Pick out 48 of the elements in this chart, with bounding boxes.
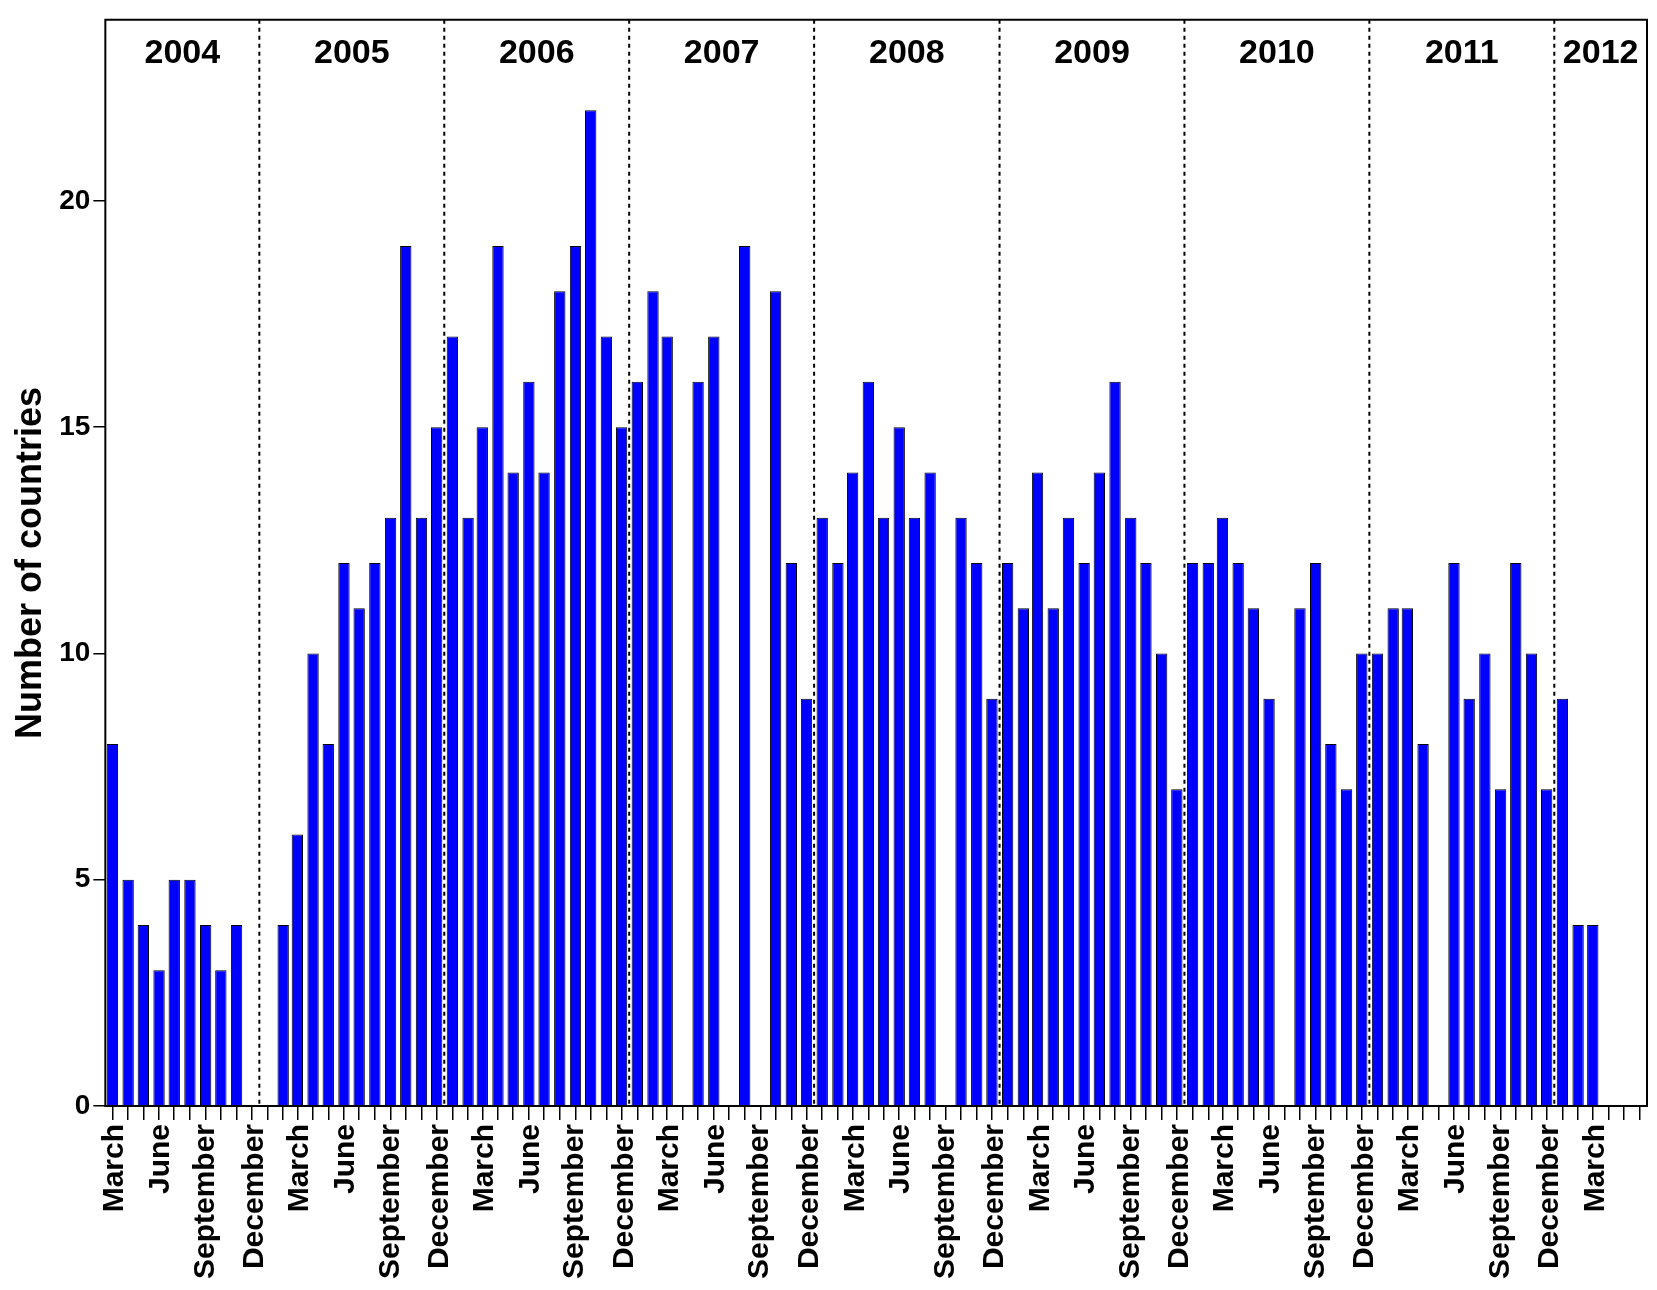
y-tick-label: 10 (59, 636, 91, 668)
x-tick-label: September (371, 1123, 405, 1280)
y-tick-label: 20 (59, 183, 91, 215)
annotation: 2008 (869, 32, 945, 71)
x-tick-label: March (96, 1124, 130, 1213)
annotation: 2012 (1562, 32, 1639, 71)
x-tick-label: March (281, 1124, 315, 1213)
annotation: 2010 (1239, 32, 1315, 71)
x-tick-label: December (1160, 1123, 1194, 1270)
x-tick-label: September (741, 1123, 775, 1280)
y-axis-title: Number of countries (7, 386, 49, 739)
x-tick-label: March (466, 1124, 500, 1213)
annotation: 2011 (1424, 32, 1499, 71)
y-tick-label: 5 (74, 862, 91, 894)
x-tick-label: December (975, 1123, 1009, 1270)
y-tick-label: 0 (74, 1088, 91, 1120)
y-tick-label: 15 (59, 409, 91, 441)
x-tick-label: June (882, 1124, 916, 1195)
x-tick-label: September (1111, 1123, 1145, 1280)
annotation: 2005 (314, 32, 390, 71)
annotation: 2007 (683, 32, 760, 71)
x-tick-label: June (1067, 1124, 1101, 1195)
x-tick-label: September (1296, 1123, 1330, 1280)
x-tick-label: June (696, 1124, 730, 1195)
x-tick-label: September (556, 1123, 590, 1280)
x-tick-label: June (142, 1124, 176, 1195)
x-tick-label: December (605, 1123, 639, 1270)
x-tick-label: March (836, 1124, 870, 1213)
x-tick-label: December (1345, 1123, 1379, 1270)
x-tick-label: December (420, 1123, 454, 1270)
annotation: 2009 (1054, 32, 1130, 71)
x-tick-label: June (1252, 1124, 1286, 1195)
annotation: 2006 (498, 32, 575, 71)
x-tick-label: December (790, 1123, 824, 1270)
x-tick-label: December (1530, 1123, 1564, 1270)
x-tick-label: June (511, 1124, 545, 1195)
x-tick-label: March (651, 1124, 685, 1213)
x-tick-label: September (1481, 1123, 1515, 1280)
x-tick-label: March (1391, 1124, 1425, 1213)
annotation: 2004 (144, 32, 221, 71)
x-tick-label: September (926, 1123, 960, 1280)
x-tick-label: June (326, 1124, 360, 1195)
x-tick-label: June (1436, 1124, 1470, 1195)
x-tick-label: December (235, 1123, 269, 1270)
x-tick-label: March (1576, 1124, 1610, 1213)
x-tick-label: March (1206, 1124, 1240, 1213)
x-tick-label: September (186, 1123, 220, 1280)
x-tick-label: March (1021, 1124, 1055, 1213)
